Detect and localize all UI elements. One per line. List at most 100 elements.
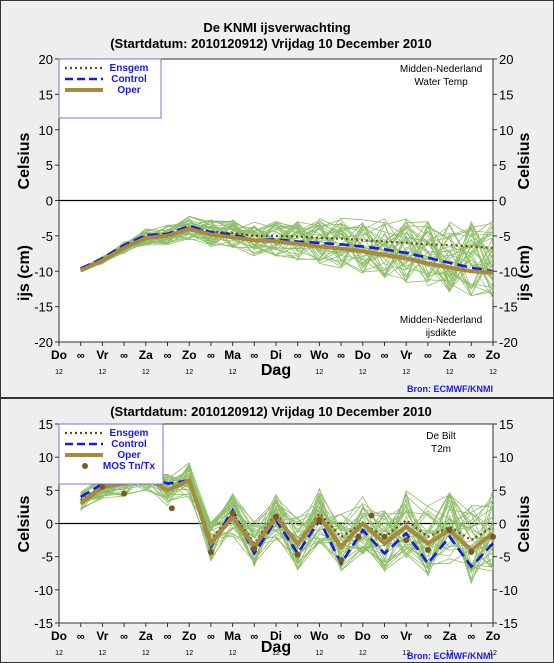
x-tick-sublabel: 12 [185,650,193,657]
x-tick-label: ∞ [467,631,475,643]
x-tick-label: ∞ [207,350,215,362]
legend-marker [82,463,88,469]
y-tick-label-left: 10 [39,450,53,465]
y-tick-label-right: -15 [499,616,518,631]
mos-marker [99,484,106,491]
x-tick-label: ∞ [250,631,258,643]
mos-marker [424,547,431,554]
series-line-oper [79,226,494,275]
y-tick-label-right: 10 [499,450,513,465]
x-tick-sublabel: 12 [185,369,193,376]
annotation-line: De Bilt [426,431,456,442]
legend-label: MOS Tn/Tx [103,461,156,472]
temperature-forecast-panel: (Startdatum: 2010120912) Vrijdag 10 Dece… [0,398,554,663]
x-tick-sublabel: 12 [229,369,237,376]
x-axis-label: Dag [261,362,291,379]
x-tick-label: Wo [310,629,328,643]
chart-subtitle: (Startdatum: 2010120912) Vrijdag 10 Dece… [110,404,432,419]
y-tick-label-left: -5 [41,229,53,244]
x-tick-label: ∞ [120,350,128,362]
y-tick-label-right: 20 [499,52,513,67]
legend-label: Ensgem [110,63,149,74]
mos-marker [368,512,375,519]
legend-label: Oper [117,85,140,96]
x-tick-sublabel: 12 [272,650,280,657]
mos-marker [355,533,362,540]
x-tick-label: Za [443,348,457,362]
annotation-line: Water Temp [414,77,468,88]
x-tick-label: ∞ [164,350,172,362]
x-tick-sublabel: 12 [316,369,324,376]
y-axis-label-right: Celsius [516,495,533,552]
y-tick-label-left: 15 [39,417,53,432]
x-tick-label: ∞ [294,350,302,362]
mos-marker [381,533,388,540]
ensemble-member-line [80,224,494,289]
chart-subtitle: (Startdatum: 2010120912) Vrijdag 10 Dece… [110,36,432,51]
x-tick-label: Di [270,348,282,362]
x-tick-label: Vr [400,348,412,362]
mos-marker [229,510,236,517]
series-line-control [80,224,494,273]
y-tick-label-left: -5 [41,550,53,565]
x-tick-sublabel: 12 [55,650,63,657]
mos-marker [168,505,175,512]
x-tick-label: ∞ [77,631,85,643]
x-tick-label: Ma [224,348,241,362]
annotation-line: ijsdikte [426,328,457,339]
mos-marker [207,549,214,556]
x-tick-label: Zo [486,629,501,643]
legend-label: Control [111,439,147,450]
x-tick-label: Ma [224,629,241,643]
mos-marker [273,513,279,520]
y-tick-label-left: 0 [46,194,53,209]
y-tick-label-right: -5 [499,229,511,244]
x-tick-label: Vr [96,629,108,643]
x-tick-label: ∞ [424,350,432,362]
x-tick-label: ∞ [120,631,128,643]
y-tick-label-right: 0 [499,517,506,532]
source-label: Bron: ECMWF/KNMI [407,384,493,394]
x-tick-label: Za [443,629,457,643]
ensemble-member-line [80,216,494,274]
x-tick-sublabel: 12 [272,369,280,376]
x-tick-label: ∞ [424,631,432,643]
annotation-line: T2m [431,444,451,455]
x-tick-sublabel: 12 [402,650,410,657]
mos-marker [468,549,475,556]
ensemble-member-line [80,222,494,290]
source-label: Bron: ECMWF/KNMI [407,651,493,661]
x-tick-sublabel: 12 [446,650,454,657]
annotation-line: Midden-Nederland [400,315,482,326]
x-tick-label: Zo [182,348,197,362]
y-tick-label-right: -20 [499,335,518,350]
y-tick-label-left: -10 [34,264,53,279]
x-tick-sublabel: 12 [359,369,367,376]
x-tick-label: ∞ [467,350,475,362]
y-axis-label-left: Celsius [16,495,33,552]
y-tick-label-left: 5 [46,483,53,498]
y-tick-label-left: 5 [46,158,53,173]
x-tick-label: Do [355,629,371,643]
y-tick-label-right: 0 [499,194,506,209]
y-tick-label-right: 15 [499,87,513,102]
x-tick-label: Zo [486,348,501,362]
mos-marker [403,537,410,544]
mos-marker [446,527,453,534]
y-tick-label-left: 15 [39,87,53,102]
y-axis-label-left-top: Celsius [16,132,33,189]
x-tick-label: ∞ [77,350,85,362]
x-tick-sublabel: 12 [402,369,410,376]
y-tick-label-right: -5 [499,550,511,565]
legend-label: Oper [117,450,140,461]
mos-marker [251,545,258,552]
y-axis-label-right-top: Celsius [516,132,533,189]
y-tick-label-left: 0 [46,517,53,532]
x-tick-label: Wo [310,348,328,362]
temperature-forecast-chart: (Startdatum: 2010120912) Vrijdag 10 Dece… [16,404,533,661]
annotation-line: Midden-Nederland [400,64,482,75]
ice-forecast-panel: De KNMI ijsverwachting (Startdatum: 20101… [0,0,554,398]
y-tick-label-right: 5 [499,158,506,173]
x-axis-label: Dag [261,639,291,656]
ice-forecast-chart: De KNMI ijsverwachting(Startdatum: 20101… [16,20,533,394]
